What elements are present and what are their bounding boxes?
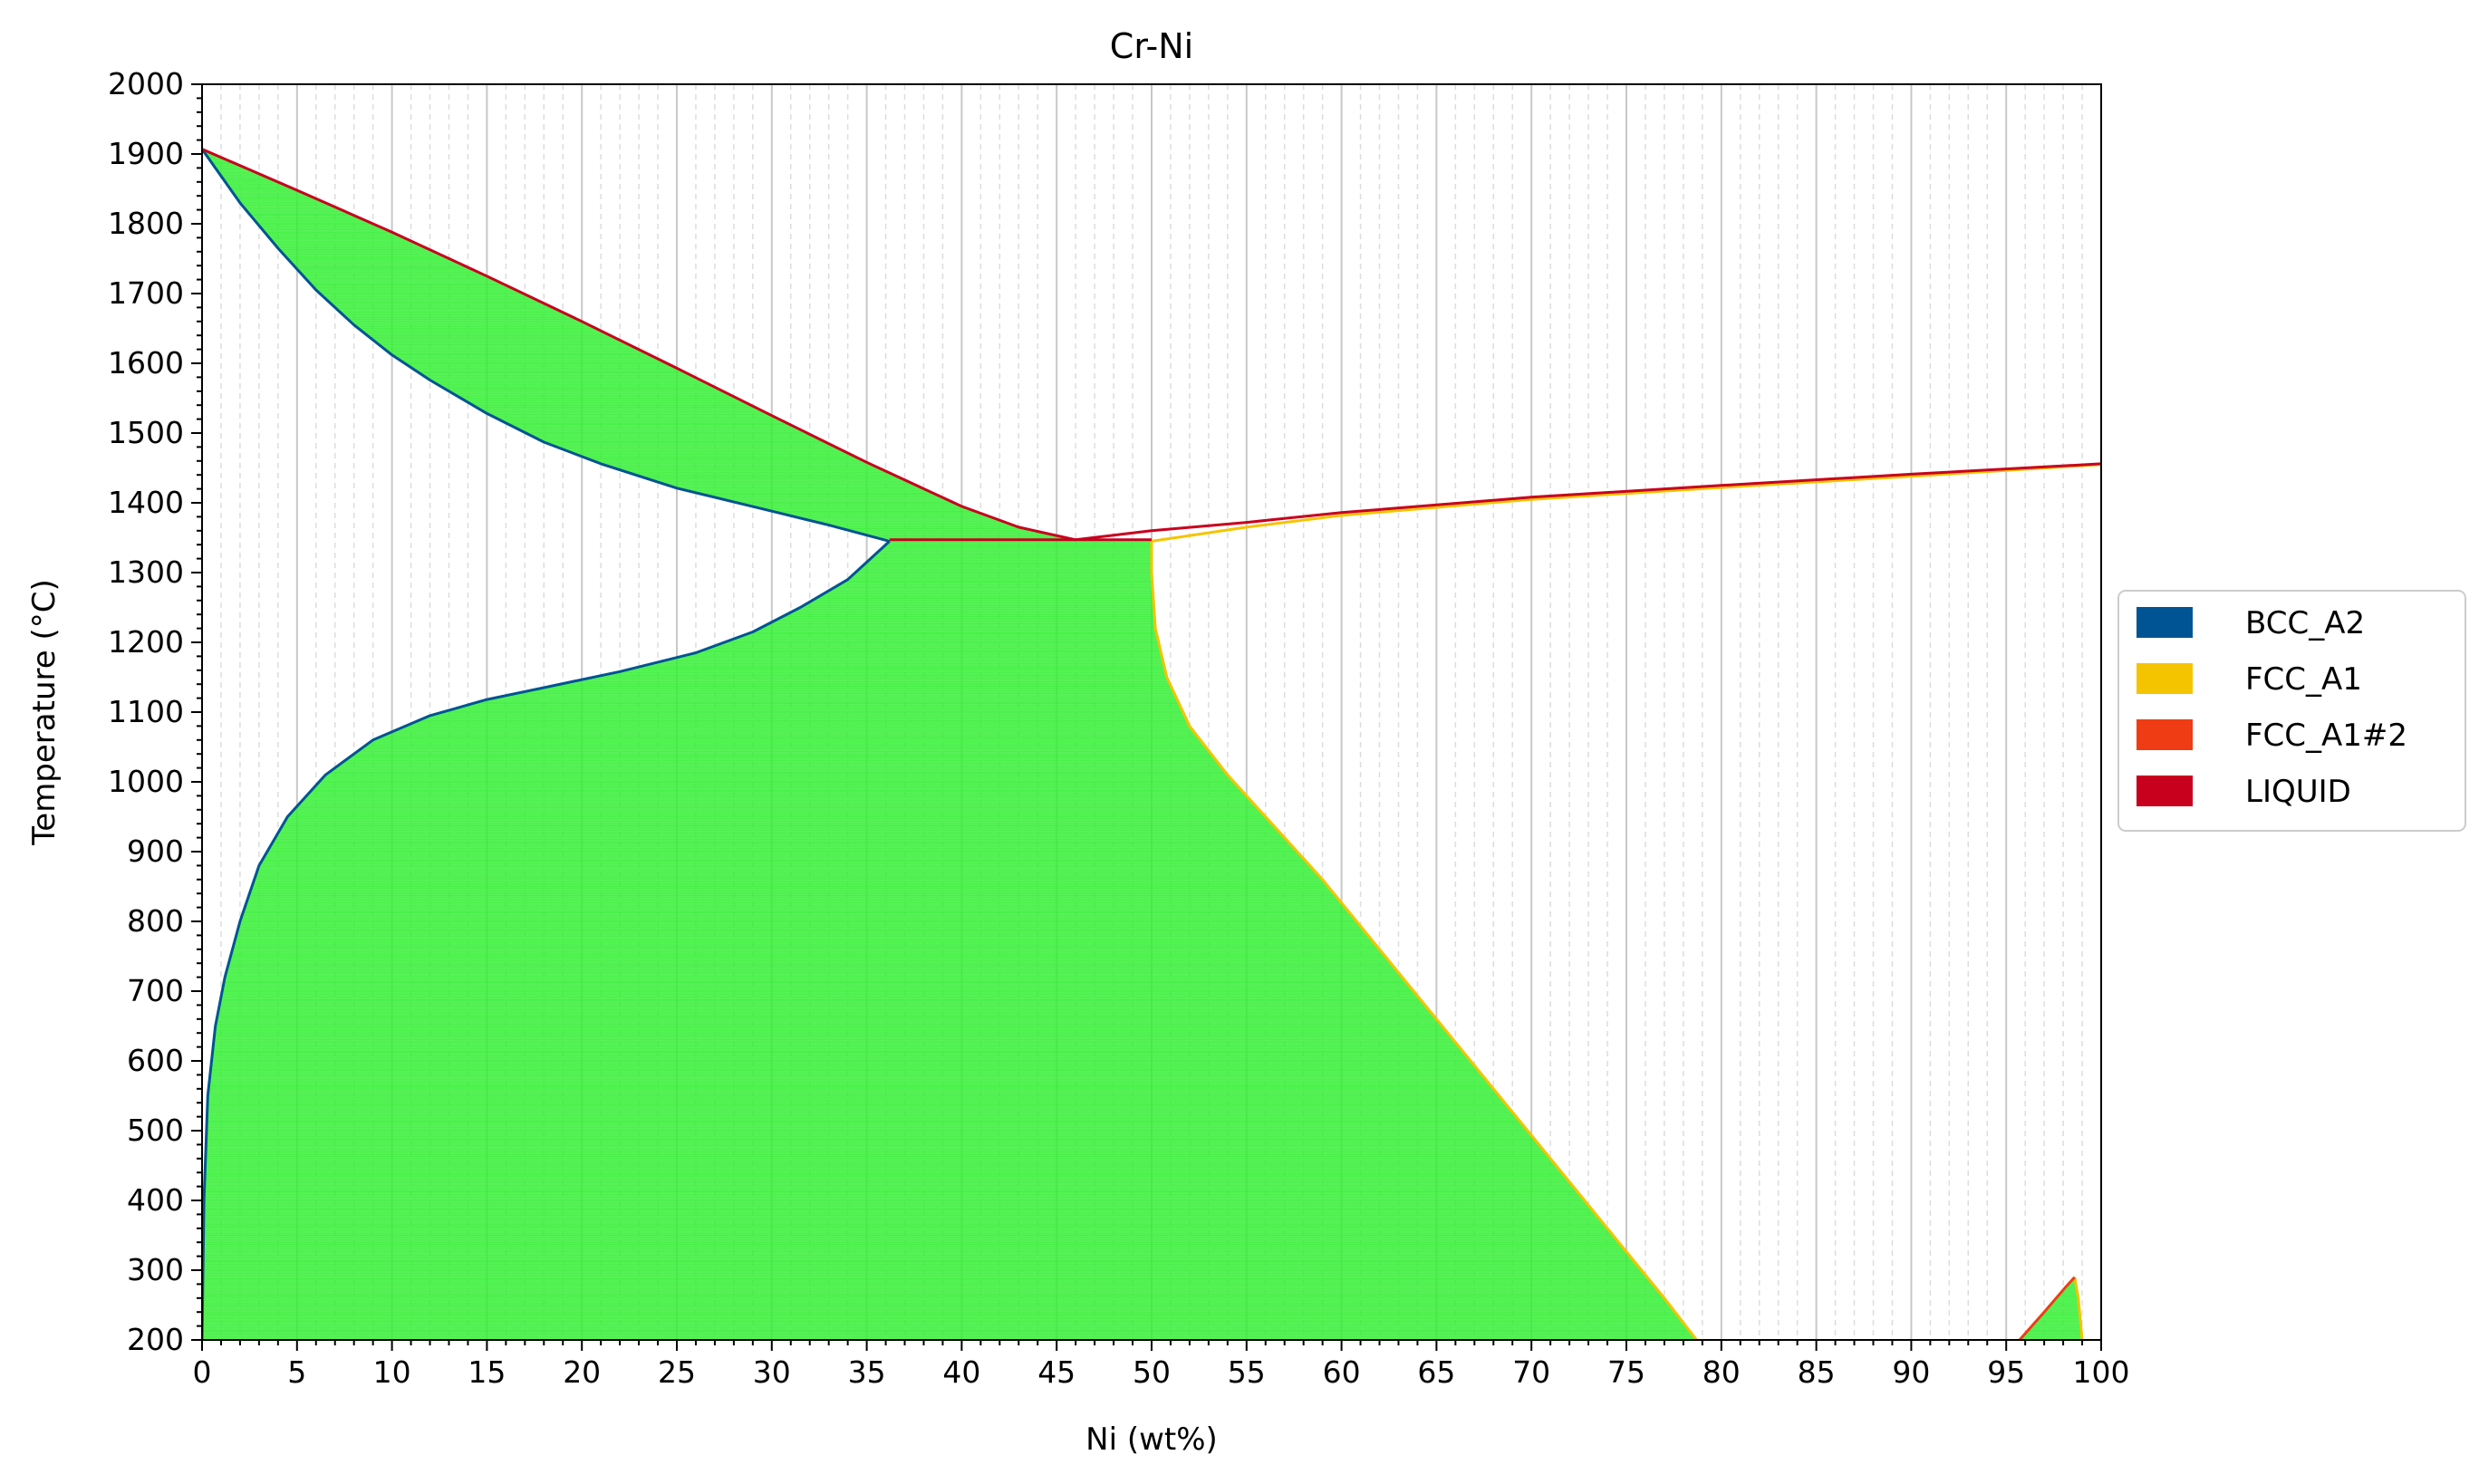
phase-boundary-liquid	[202, 148, 1076, 542]
legend-swatch	[2137, 607, 2193, 638]
y-tick-label: 500	[127, 1113, 184, 1148]
x-tick-label: 20	[563, 1354, 601, 1390]
legend-swatch	[2137, 719, 2193, 750]
y-tick-label: 400	[127, 1182, 184, 1218]
y-tick-label: 1100	[108, 694, 184, 729]
y-tick-label: 900	[127, 834, 184, 869]
legend: BCC_A2 FCC_A1 FCC_A1#2 LIQUID	[2117, 590, 2466, 832]
phase-boundary-fcc-a1-2	[2018, 1276, 2076, 1340]
phase-boundary-bcc-a2	[202, 148, 891, 543]
x-tick-label: 35	[848, 1354, 886, 1390]
y-axis-label: Temperature (°C)	[26, 579, 63, 845]
y-tick-label: 1900	[108, 136, 184, 171]
y-tick-label: 1700	[108, 275, 184, 311]
y-tick-label: 800	[127, 903, 184, 939]
x-tick-label: 50	[1133, 1354, 1171, 1390]
x-tick-label: 60	[1323, 1354, 1361, 1390]
x-tick-label: 25	[658, 1354, 696, 1390]
y-tick-label: 1400	[108, 485, 184, 520]
chart-title: Cr-Ni	[1110, 26, 1193, 66]
x-tick-label: 5	[287, 1354, 306, 1390]
x-tick-label: 0	[193, 1354, 212, 1390]
y-tick-label: 1200	[108, 624, 184, 660]
legend-swatch	[2137, 776, 2193, 806]
y-tick-label: 2000	[108, 66, 184, 101]
x-tick-label: 55	[1228, 1354, 1266, 1390]
x-tick-label: 40	[942, 1354, 980, 1390]
x-tick-label: 75	[1607, 1354, 1645, 1390]
y-tick-label: 600	[127, 1043, 184, 1078]
y-tick-label: 200	[127, 1322, 184, 1357]
legend-label: BCC_A2	[2245, 605, 2365, 641]
x-tick-label: 80	[1703, 1354, 1741, 1390]
phase-boundary-fcc-a1	[1150, 463, 2101, 1340]
legend-label: LIQUID	[2245, 774, 2351, 810]
legend-label: FCC_A1	[2245, 661, 2362, 698]
y-tick-label: 1500	[108, 415, 184, 450]
x-tick-label: 10	[373, 1354, 411, 1390]
phase-boundary-bcc-a2	[202, 540, 891, 1340]
x-tick-label: 95	[1987, 1354, 2025, 1390]
y-tick-label: 1800	[108, 206, 184, 241]
phase-boundary-fcc-a1	[2073, 1277, 2084, 1340]
y-tick-label: 300	[127, 1252, 184, 1287]
legend-swatch	[2137, 663, 2193, 694]
x-axis-label: Ni (wt%)	[1085, 1421, 1218, 1458]
y-tick-label: 1300	[108, 554, 184, 590]
legend-box	[2117, 590, 2466, 832]
tie-line-fills	[202, 149, 2083, 1340]
y-tick-label: 1000	[108, 764, 184, 799]
y-tick-label: 700	[127, 973, 184, 1008]
x-tick-label: 100	[2073, 1354, 2130, 1390]
x-tick-label: 65	[1417, 1354, 1455, 1390]
x-tick-label: 70	[1512, 1354, 1550, 1390]
x-tick-label: 45	[1037, 1354, 1076, 1390]
axis-ticks: 0 5 10 15 20 25 30 35 40 45 50 55 60 65 70 75 80 85 90 95 10…	[108, 66, 2129, 1390]
y-tick-label: 1600	[108, 345, 184, 381]
x-tick-label: 85	[1798, 1354, 1836, 1390]
legend-label: FCC_A1#2	[2245, 718, 2407, 754]
phase-boundary-liquid	[1076, 462, 2101, 542]
x-tick-label: 15	[468, 1354, 506, 1390]
x-tick-label: 90	[1892, 1354, 1930, 1390]
x-tick-label: 30	[753, 1354, 791, 1390]
phase-boundaries	[202, 148, 2101, 1340]
